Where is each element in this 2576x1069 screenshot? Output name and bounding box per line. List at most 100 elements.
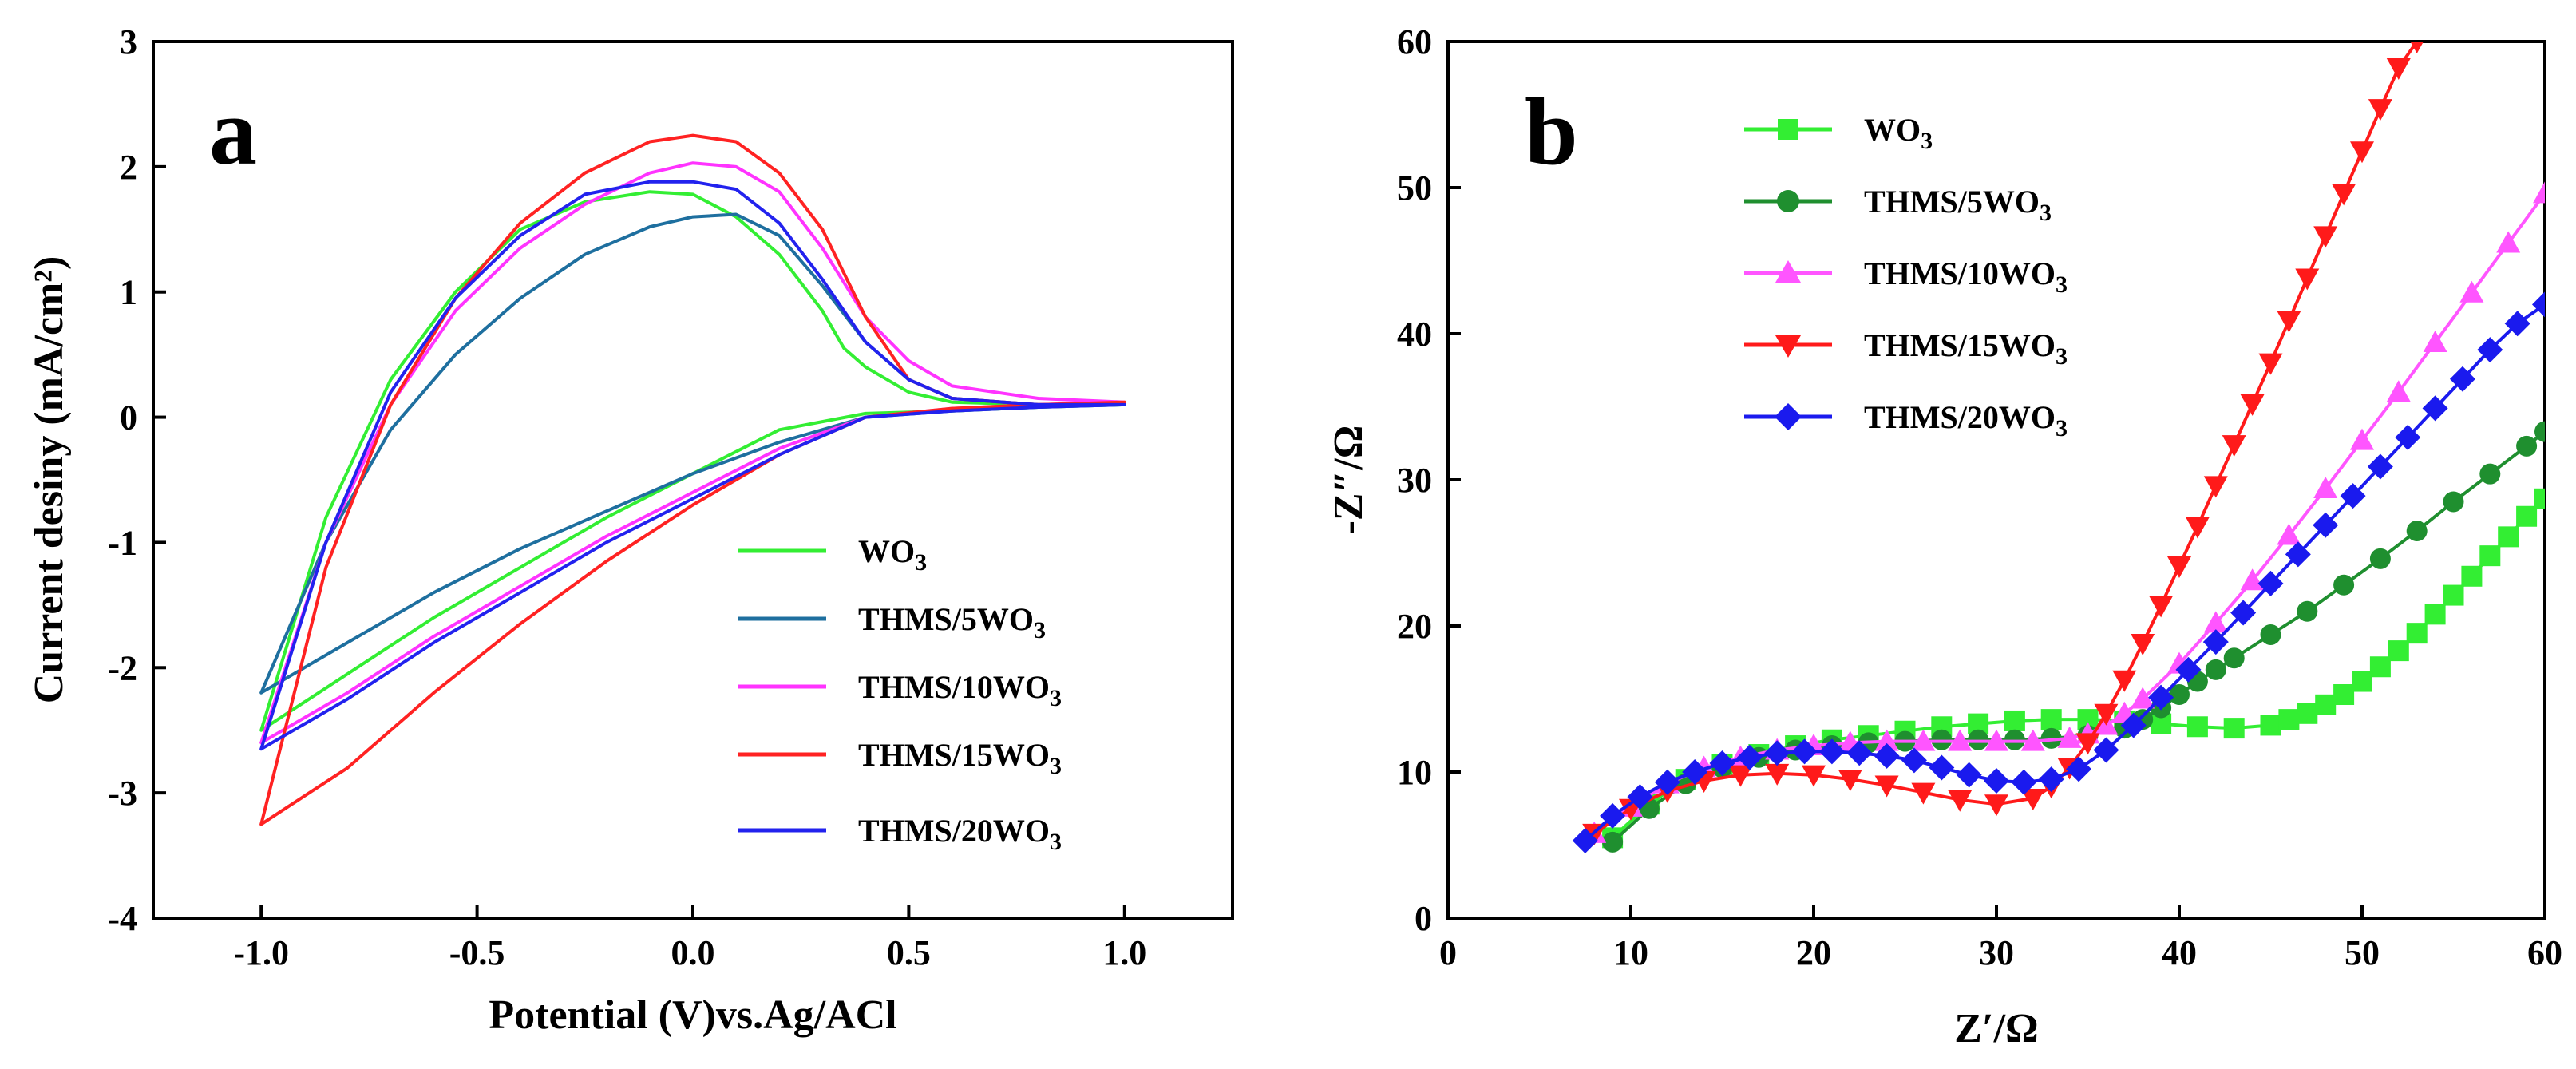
panel-a-x-tick-label: -0.5 <box>449 933 505 972</box>
panel-b-series-wo3-point <box>2260 715 2281 736</box>
panel-a-ticks: -1.0 -0.5 0.0 0.5 1.0 -4 -3 -2 -1 0 1 2 3 <box>108 22 1146 972</box>
svg-text:WO3: WO3 <box>1864 112 1933 154</box>
panel-b-series-thms-15wo3-point <box>2094 703 2119 726</box>
panel-b-series-thms-10wo3-point <box>1984 729 2008 751</box>
panel-b-y-tick-label: 0 <box>1415 899 1432 938</box>
panel-b-series-wo3-point <box>2186 716 2208 738</box>
panel-a-series-thms-15wo3-line <box>259 133 1126 826</box>
panel-b-series-thms-20wo3-point <box>2093 737 2119 763</box>
panel-b-legend-sub-thms-15wo3: 3 <box>2056 343 2068 370</box>
panel-b-series-wo3-point <box>2479 545 2501 567</box>
panel-b-series-thms-10wo3-point <box>1911 729 1936 751</box>
panel-b-series-thms-15wo3-point <box>2185 517 2210 539</box>
svg-text:THMS/15WO3: THMS/15WO3 <box>858 737 1062 779</box>
panel-b-series-thms-20wo3-point <box>1682 759 1708 785</box>
panel-b-series-thms-15wo3-point <box>1874 775 1899 798</box>
panel-b-legend-label-thms-15wo3: THMS/15WO <box>1864 327 2056 363</box>
panel-a-y-tick-label: -2 <box>108 648 137 687</box>
panel-b-x-tick-label: 60 <box>2527 933 2562 972</box>
panel-b-y-tick-label: 60 <box>1397 22 1432 61</box>
panel-b-series-thms-10wo3-point <box>2459 280 2484 303</box>
panel-a-x-tick-label: 0.0 <box>671 933 715 972</box>
panel-b-series-thms-10wo3-point <box>1874 729 1899 751</box>
panel-b-legend-item-wo3: WO3 <box>1744 112 1933 154</box>
panel-b-x-tick-label: 50 <box>2345 933 2380 972</box>
panel-b-series-thms-20wo3-point <box>2340 483 2366 509</box>
panel-b-series-thms-15wo3-point <box>2368 99 2392 121</box>
panel-b-series-thms-20wo3-point <box>1572 828 1598 854</box>
panel-b-series-thms-5wo3-point <box>2534 421 2545 442</box>
panel-b-series-thms-20wo3-point <box>2313 512 2339 538</box>
panel-b-series-thms-10wo3-point <box>2496 231 2521 253</box>
panel-a-letter: a <box>209 78 257 184</box>
panel-b-series-thms-20wo3-point <box>2422 395 2448 422</box>
panel-b-series-thms-15wo3-point <box>2131 633 2155 655</box>
svg-text:THMS/15WO3: THMS/15WO3 <box>1864 327 2068 370</box>
panel-b-series-thms-15wo3-point <box>2258 353 2283 375</box>
panel-b-series-thms-20wo3-point <box>1709 750 1735 777</box>
panel-b-series-thms-10wo3-point <box>2240 568 2265 591</box>
panel-a-legend-label-thms-15wo3: THMS/15WO <box>858 737 1050 773</box>
panel-b-series-thms-20wo3-point <box>1846 740 1873 766</box>
panel-b-series-wo3-point <box>2461 565 2483 587</box>
panel-b-series-wo3-line <box>1611 497 2545 840</box>
panel-b-series-thms-5wo3-point <box>2443 491 2464 513</box>
panel-b-series-thms-20wo3-point <box>2477 337 2503 363</box>
panel-b-series-thms-15wo3-point <box>2203 476 2228 498</box>
panel-a-chart: -1.0 -0.5 0.0 0.5 1.0 -4 -3 -2 -1 0 1 2 3 a Potentia… <box>26 22 1234 1038</box>
panel-b-series-wo3-point <box>2424 604 2446 625</box>
panel-a-series-wo3-line <box>259 190 1126 732</box>
panel-b-x-axis-title: Z′/Ω <box>1954 1006 2038 1051</box>
panel-a-y-tick-label: -3 <box>108 774 137 813</box>
svg-text:THMS/10WO3: THMS/10WO3 <box>1864 255 2068 298</box>
panel-a-y-tick-label: -1 <box>108 523 137 562</box>
panel-b-series-thms-5wo3-point <box>2406 521 2428 542</box>
panel-a-legend-sub-thms-10wo3: 3 <box>1050 685 1062 711</box>
panel-b-legend-sub-wo3: 3 <box>1921 128 1933 154</box>
panel-a-y-tick-label: -4 <box>108 899 137 938</box>
panel-b-series-thms-15wo3-point <box>1765 763 1790 786</box>
panel-a-plot-frame <box>152 40 1234 920</box>
panel-b-x-tick-label: 20 <box>1796 933 1831 972</box>
panel-b-series-thms-15wo3-point <box>2332 184 2356 206</box>
panel-b-series-thms-15wo3-point <box>2020 788 2045 810</box>
panel-b-series-thms-20wo3-point <box>2230 600 2257 626</box>
panel-b-legend-label-thms-20wo3: THMS/20WO <box>1864 399 2056 435</box>
panel-b-series <box>1572 42 2545 854</box>
panel-b-series-thms-20wo3-point <box>2367 453 2393 480</box>
panel-b-series-thms-5wo3-point <box>1602 831 1624 853</box>
panel-b-x-tick-label: 30 <box>1979 933 2014 972</box>
panel-b-series-thms-20wo3-point <box>1874 742 1900 769</box>
panel-b-y-tick-label: 20 <box>1397 607 1432 646</box>
panel-a-legend-label-thms-5wo3: THMS/5WO <box>858 601 1034 637</box>
panel-b-series-thms-15wo3-point <box>1728 765 1753 787</box>
panel-b-series-wo3-point <box>2388 640 2409 662</box>
panel-a-legend-item-thms-10wo3: THMS/10WO3 <box>738 669 1062 711</box>
panel-a-y-tick-label: 2 <box>120 148 137 187</box>
panel-b-series-wo3-point <box>2369 656 2391 678</box>
panel-b-series-thms-20wo3-point <box>2066 756 2092 782</box>
panel-b-series-thms-10wo3-point <box>2350 428 2374 450</box>
panel-b-series-thms-15wo3-point <box>2386 57 2411 80</box>
panel-b-series-wo3-point <box>2443 584 2464 606</box>
panel-a-legend-item-wo3: WO3 <box>738 533 927 576</box>
panel-b-series-wo3-point <box>2406 623 2428 644</box>
panel-b-series-thms-5wo3-point <box>2169 684 2190 706</box>
panel-a-x-tick-label: 0.5 <box>887 933 931 972</box>
panel-b-series-thms-5wo3-point <box>2297 600 2318 622</box>
panel-b-series-wo3-point <box>2534 488 2545 509</box>
panel-b-series-thms-20wo3-point <box>1736 744 1763 770</box>
panel-b-series-thms-5wo3-point <box>2205 659 2226 680</box>
panel-a-legend-label-thms-10wo3: THMS/10WO <box>858 669 1050 705</box>
panel-b-y-tick-label: 10 <box>1397 753 1432 792</box>
panel-b-series-wo3-point <box>2004 710 2025 731</box>
svg-text:THMS/10WO3: THMS/10WO3 <box>858 669 1062 711</box>
panel-b-series-thms-15wo3-point <box>2112 670 2137 692</box>
panel-b-legend-item-thms-5wo3: THMS/5WO3 <box>1744 184 2052 226</box>
panel-b-legend-label-thms-5wo3: THMS/5WO <box>1864 184 2040 220</box>
panel-a-series-thms-10wo3-line <box>259 161 1126 745</box>
panel-b-letter: b <box>1525 78 1578 184</box>
panel-b-series-thms-20wo3-point <box>2011 769 2037 795</box>
